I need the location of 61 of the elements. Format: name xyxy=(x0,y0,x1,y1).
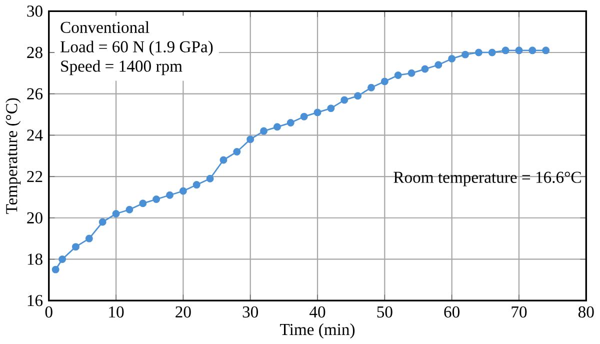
point xyxy=(408,69,416,77)
point xyxy=(220,156,228,164)
point xyxy=(126,206,134,214)
point xyxy=(273,123,281,131)
point xyxy=(72,243,80,251)
point xyxy=(314,108,322,116)
annotation: Load = 60 N (1.9 GPa) xyxy=(60,40,213,56)
point xyxy=(542,46,550,54)
point xyxy=(367,84,375,92)
annotation: Speed = 1400 rpm xyxy=(61,60,182,76)
point xyxy=(354,92,362,100)
y-axis-title: Temperature (°C) xyxy=(6,98,21,214)
x-axis-title: Time (min) xyxy=(280,323,355,338)
y-tick-label: 16 xyxy=(28,294,43,306)
point xyxy=(206,174,214,182)
annotation: Conventional xyxy=(60,21,150,33)
point xyxy=(179,187,187,195)
y-tick-label: 20 xyxy=(27,212,42,224)
y-tick-label: 24 xyxy=(27,130,43,141)
point xyxy=(448,54,456,62)
point xyxy=(139,200,147,208)
y-tick-label: 26 xyxy=(27,88,43,100)
x-tick-label: 40 xyxy=(310,306,326,318)
x-tick-label: 70 xyxy=(512,306,527,318)
x-tick-label: 10 xyxy=(109,306,124,318)
point xyxy=(502,46,510,54)
y-tick-label: 22 xyxy=(27,171,42,182)
point xyxy=(327,104,335,112)
point xyxy=(58,255,66,263)
point xyxy=(488,48,496,56)
point xyxy=(98,218,106,226)
point xyxy=(421,65,429,73)
x-tick-label: 0 xyxy=(45,306,52,318)
x-tick-label: 60 xyxy=(444,306,460,318)
point xyxy=(515,46,523,54)
point xyxy=(474,48,482,56)
point xyxy=(246,136,254,144)
point xyxy=(462,50,469,58)
x-tick-label: 50 xyxy=(377,306,392,318)
x-tick-label: 80 xyxy=(578,306,594,318)
point xyxy=(286,119,294,127)
point xyxy=(152,196,160,204)
x-tick-label: 30 xyxy=(242,306,258,318)
annotation: Room temperature = 16.6°C xyxy=(394,172,581,186)
point xyxy=(260,127,268,135)
point xyxy=(112,210,120,218)
point xyxy=(434,61,442,69)
point xyxy=(85,234,93,242)
point xyxy=(394,71,402,79)
x-tick-label: 20 xyxy=(176,306,191,318)
y-tick-label: 18 xyxy=(28,254,42,265)
point xyxy=(52,266,60,274)
point xyxy=(166,191,174,199)
point xyxy=(340,96,348,104)
point xyxy=(192,181,200,189)
point xyxy=(233,148,241,156)
point xyxy=(380,78,388,86)
y-tick-label: 28 xyxy=(27,46,42,58)
y-tick-label: 30 xyxy=(27,6,42,17)
point xyxy=(528,46,536,54)
point xyxy=(300,112,308,120)
